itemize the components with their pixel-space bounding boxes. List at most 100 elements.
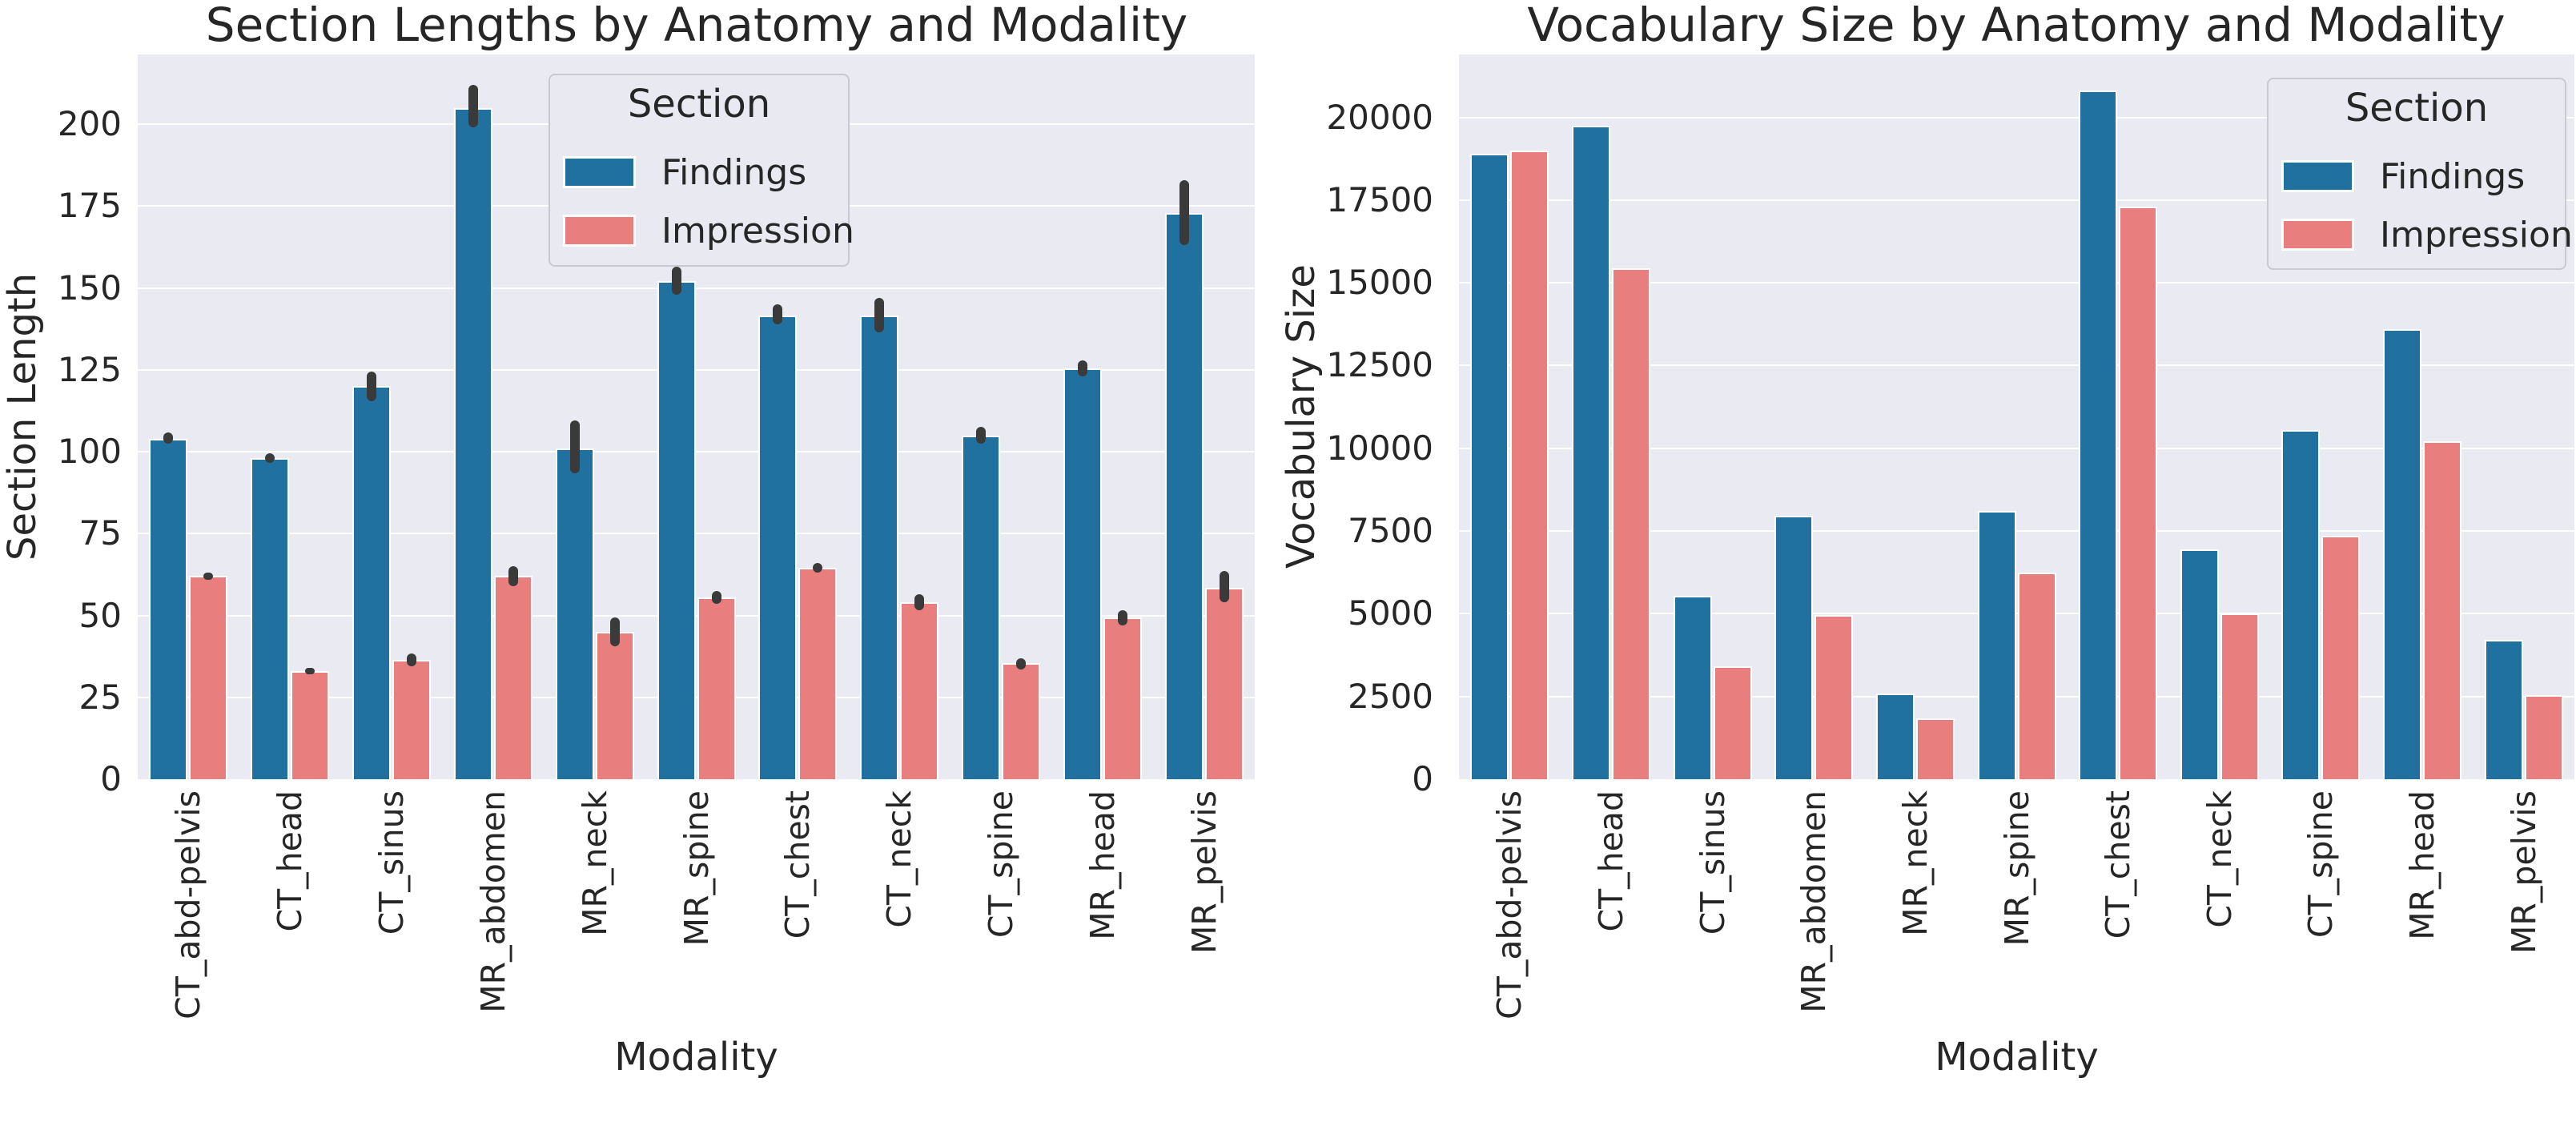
error-bar [1179, 179, 1189, 246]
error-bar [265, 453, 275, 464]
y-tick-label: 200 [57, 104, 122, 144]
x-tick-label: MR_head [1083, 790, 1122, 940]
bar-impression [1611, 267, 1650, 779]
error-bar [773, 304, 783, 324]
x-tick-label: MR_spine [677, 790, 716, 947]
bar-findings [758, 316, 798, 779]
legend-title: Section [2345, 86, 2489, 131]
gridline [138, 533, 1255, 535]
gridline [1459, 447, 2574, 449]
bar-impression [798, 568, 838, 779]
gridline [138, 614, 1255, 617]
bar-impression [2524, 694, 2563, 779]
legend-swatch-impression [563, 215, 636, 247]
chart-title: Vocabulary Size by Anatomy and Modality [1527, 0, 2506, 52]
bar-findings [2079, 90, 2118, 779]
bar-findings [2484, 640, 2523, 779]
x-tick-label: MR_pelvis [1184, 790, 1224, 955]
bar-findings [352, 386, 392, 779]
bar-findings [657, 281, 696, 779]
x-tick-label: CT_sinus [1693, 790, 1732, 935]
error-bar [874, 297, 885, 332]
error-bar [508, 566, 518, 586]
bar-impression [595, 631, 634, 779]
bar-impression [392, 659, 432, 779]
x-tick-label: MR_neck [575, 790, 614, 936]
x-tick-label: CT_spine [981, 790, 1020, 939]
gridline [138, 368, 1255, 371]
bar-findings [251, 458, 290, 779]
x-tick-label: CT_head [271, 790, 310, 932]
error-bar [367, 371, 377, 401]
bar-impression [1713, 666, 1752, 779]
legend-swatch-impression [2281, 219, 2354, 251]
error-bar [711, 590, 721, 605]
x-tick-label: MR_head [2403, 790, 2442, 940]
legend-label: Impression [661, 210, 854, 251]
bar-findings [555, 448, 594, 779]
x-tick-label: CT_neck [2200, 790, 2239, 928]
bar-impression [697, 597, 736, 779]
y-tick-label: 12500 [1326, 345, 1433, 385]
bar-impression [2017, 572, 2056, 779]
bar-impression [1510, 150, 1549, 779]
bar-impression [2220, 613, 2259, 779]
bar-impression [1915, 718, 1955, 779]
y-tick-label: 150 [57, 267, 122, 308]
legend-entry-findings: Findings [2281, 156, 2525, 197]
bar-findings [1977, 511, 2016, 779]
error-bar [914, 593, 925, 611]
bar-impression [2321, 536, 2361, 779]
bar-findings [453, 107, 492, 779]
bar-impression [1001, 662, 1040, 779]
legend-label: Findings [661, 151, 807, 193]
bar-findings [1571, 125, 1610, 779]
error-bar [609, 617, 620, 647]
y-axis-label: Vocabulary Size [1279, 264, 1324, 569]
bar-impression [291, 671, 330, 779]
x-tick-label: MR_pelvis [2504, 790, 2543, 955]
y-axis-label: Section Length [0, 272, 45, 561]
legend: Section Findings Impression [2267, 78, 2573, 270]
gridline [1459, 695, 2574, 698]
error-bar [671, 266, 681, 295]
y-tick-label: 17500 [1326, 179, 1433, 219]
legend: Section Findings Impression [549, 74, 854, 267]
bar-findings [1470, 153, 1509, 779]
legend-label: Impression [2380, 214, 2573, 255]
y-tick-label: 175 [57, 186, 122, 226]
chart-title: Section Lengths by Anatomy and Modality [205, 0, 1188, 52]
y-tick-label: 75 [78, 513, 122, 553]
bar-findings [961, 435, 1000, 779]
gridline [138, 696, 1255, 698]
y-tick-label: 5000 [1348, 593, 1433, 633]
bar-findings [1063, 368, 1102, 779]
y-tick-label: 0 [100, 759, 122, 798]
x-tick-label: CT_abd-pelvis [169, 790, 208, 1019]
legend-entry-findings: Findings [563, 151, 807, 193]
error-bar [468, 85, 478, 128]
bar-findings [2281, 430, 2321, 779]
bar-findings [860, 316, 899, 779]
x-tick-label: CT_chest [2099, 790, 2138, 939]
gridline [1459, 530, 2574, 533]
x-tick-label: CT_chest [778, 790, 818, 939]
bar-findings [1164, 212, 1204, 779]
bar-findings [2383, 328, 2422, 779]
gridline [1459, 364, 2574, 367]
x-tick-label: MR_abdomen [473, 790, 512, 1013]
error-bar [1015, 657, 1026, 670]
x-axis-label: Modality [1935, 1035, 2099, 1080]
x-tick-label: CT_spine [2301, 790, 2341, 939]
error-bar [163, 432, 174, 444]
legend-swatch-findings [2281, 160, 2354, 192]
bar-impression [1204, 587, 1244, 779]
error-bar [203, 573, 214, 580]
bar-findings [149, 438, 188, 779]
legend-title: Section [627, 82, 771, 127]
error-bar [813, 563, 823, 573]
error-bar [305, 667, 315, 675]
x-tick-label: MR_spine [1997, 790, 2036, 947]
legend-swatch-findings [563, 156, 636, 188]
